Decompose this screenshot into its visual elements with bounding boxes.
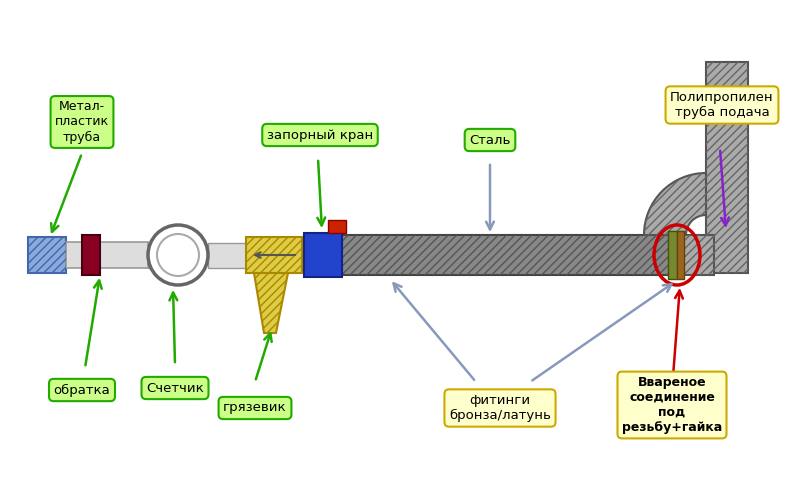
Text: фитинги
бронза/латунь: фитинги бронза/латунь (449, 394, 551, 422)
Bar (304, 233, 342, 277)
Bar (66, 242, 88, 268)
Bar (706, 62, 748, 273)
Text: Полипропилен
труба подача: Полипропилен труба подача (670, 91, 774, 119)
Text: Счетчик: Счетчик (146, 382, 204, 394)
Bar (342, 235, 670, 275)
Bar (28, 237, 66, 273)
Bar (82, 235, 100, 275)
Polygon shape (246, 237, 302, 273)
Bar (668, 231, 677, 279)
Text: запорный кран: запорный кран (267, 128, 373, 142)
Text: обратка: обратка (54, 384, 110, 397)
Circle shape (157, 234, 199, 276)
Text: грязевик: грязевик (223, 402, 287, 414)
Bar (342, 235, 670, 275)
Bar (670, 235, 714, 275)
Bar (706, 62, 748, 273)
Circle shape (148, 225, 208, 285)
Bar (670, 235, 714, 275)
Bar (100, 242, 148, 268)
Bar (208, 243, 246, 268)
Text: Ввареное
соединение
под
резьбу+гайка: Ввареное соединение под резьбу+гайка (622, 376, 722, 434)
Polygon shape (254, 273, 288, 333)
Bar (148, 243, 156, 268)
Bar (28, 237, 66, 273)
Bar (677, 231, 684, 279)
Wedge shape (644, 173, 706, 235)
Text: Сталь: Сталь (470, 134, 510, 146)
Text: Метал-
пластик
труба: Метал- пластик труба (55, 101, 109, 143)
Bar (328, 220, 346, 233)
